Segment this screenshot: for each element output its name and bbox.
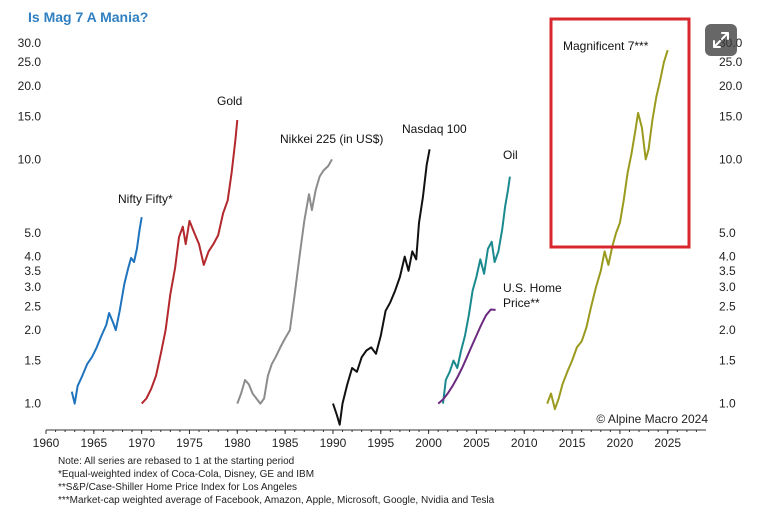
series-line-3 xyxy=(332,149,431,426)
x-tick-label: 2010 xyxy=(511,436,538,450)
x-tick-label: 1965 xyxy=(80,436,107,450)
x-tick-label: 1980 xyxy=(224,436,251,450)
highlight-box xyxy=(549,17,691,249)
expand-icon xyxy=(713,32,729,48)
y-tick-label-left: 4.0 xyxy=(24,250,41,264)
series-line-4 xyxy=(442,176,511,404)
x-tick-label: 1990 xyxy=(320,436,347,450)
y-tick-label-right: 3.0 xyxy=(719,280,736,294)
series-label-line: U.S. Home xyxy=(503,281,562,295)
x-tick-label: 2015 xyxy=(559,436,586,450)
y-tick-label-left: 15.0 xyxy=(18,109,42,123)
note-line: Note: All series are rebased to 1 at the… xyxy=(58,456,295,467)
y-tick-label-left: 10.0 xyxy=(18,152,42,166)
y-tick-label-right: 10.0 xyxy=(719,152,743,166)
y-tick-label-left: 1.5 xyxy=(24,354,41,368)
x-tick-label: 2020 xyxy=(607,436,634,450)
y-tick-label-right: 3.5 xyxy=(719,264,736,278)
series-label-0: Nifty Fifty* xyxy=(118,192,173,206)
x-tick-label: 1985 xyxy=(272,436,299,450)
y-tick-label-right: 2.5 xyxy=(719,299,736,313)
y-tick-label-left: 1.0 xyxy=(24,397,41,411)
x-tick-label: 2025 xyxy=(654,436,681,450)
y-tick-label-right: 1.5 xyxy=(719,354,736,368)
note-line: *Equal-weighted index of Coca-Cola, Disn… xyxy=(58,469,315,480)
series-label-1: Gold xyxy=(217,94,242,108)
x-tick-label: 1970 xyxy=(128,436,155,450)
y-tick-label-right: 4.0 xyxy=(719,250,736,264)
series-line-0 xyxy=(70,217,143,405)
series-line-1 xyxy=(140,119,239,405)
y-tick-label-left: 25.0 xyxy=(18,55,42,69)
y-tick-label-left: 20.0 xyxy=(18,79,42,93)
series-label-3: Nasdaq 100 xyxy=(402,122,467,136)
x-tick-label: 2000 xyxy=(415,436,442,450)
note-line: **S&P/Case-Shiller Home Price Index for … xyxy=(58,482,298,493)
x-tick-label: 1960 xyxy=(33,436,60,450)
y-tick-label-left: 2.5 xyxy=(24,299,41,313)
y-tick-label-right: 20.0 xyxy=(719,79,743,93)
chart-area: Nifty Fifty* Gold Nikkei 225 (in US$) Nasda… xyxy=(18,17,743,450)
series-line-2 xyxy=(236,158,333,405)
y-tick-label-left: 30.0 xyxy=(18,36,42,50)
series-label-4: Oil xyxy=(503,148,518,162)
y-tick-label-right: 5.0 xyxy=(719,226,736,240)
y-tick-label-left: 2.0 xyxy=(24,323,41,337)
y-tick-label-left: 3.0 xyxy=(24,280,41,294)
y-tick-label-right: 2.0 xyxy=(719,323,736,337)
expand-button[interactable] xyxy=(705,24,737,56)
series-label-6: Magnificent 7*** xyxy=(563,39,649,53)
series-label-line: Price** xyxy=(503,296,540,310)
x-tick-label: 2005 xyxy=(463,436,490,450)
series-line-6 xyxy=(546,49,669,411)
source-label: © Alpine Macro 2024 xyxy=(596,412,708,426)
y-tick-label-right: 1.0 xyxy=(719,397,736,411)
series-line-5 xyxy=(437,308,496,405)
y-tick-label-right: 15.0 xyxy=(719,109,743,123)
chart-title: Is Mag 7 A Mania? xyxy=(28,9,149,25)
chart-notes: Note: All series are rebased to 1 at the… xyxy=(58,455,494,507)
y-tick-label-right: 25.0 xyxy=(719,55,743,69)
note-line: ***Market-cap weighted average of Facebo… xyxy=(58,495,495,506)
series-label-2: Nikkei 225 (in US$) xyxy=(280,132,383,146)
x-tick-label: 1975 xyxy=(176,436,203,450)
y-tick-label-left: 5.0 xyxy=(24,226,41,240)
series-label-5: U.S. Home Price** xyxy=(503,281,562,310)
x-tick-label: 1995 xyxy=(367,436,394,450)
y-tick-label-left: 3.5 xyxy=(24,264,41,278)
